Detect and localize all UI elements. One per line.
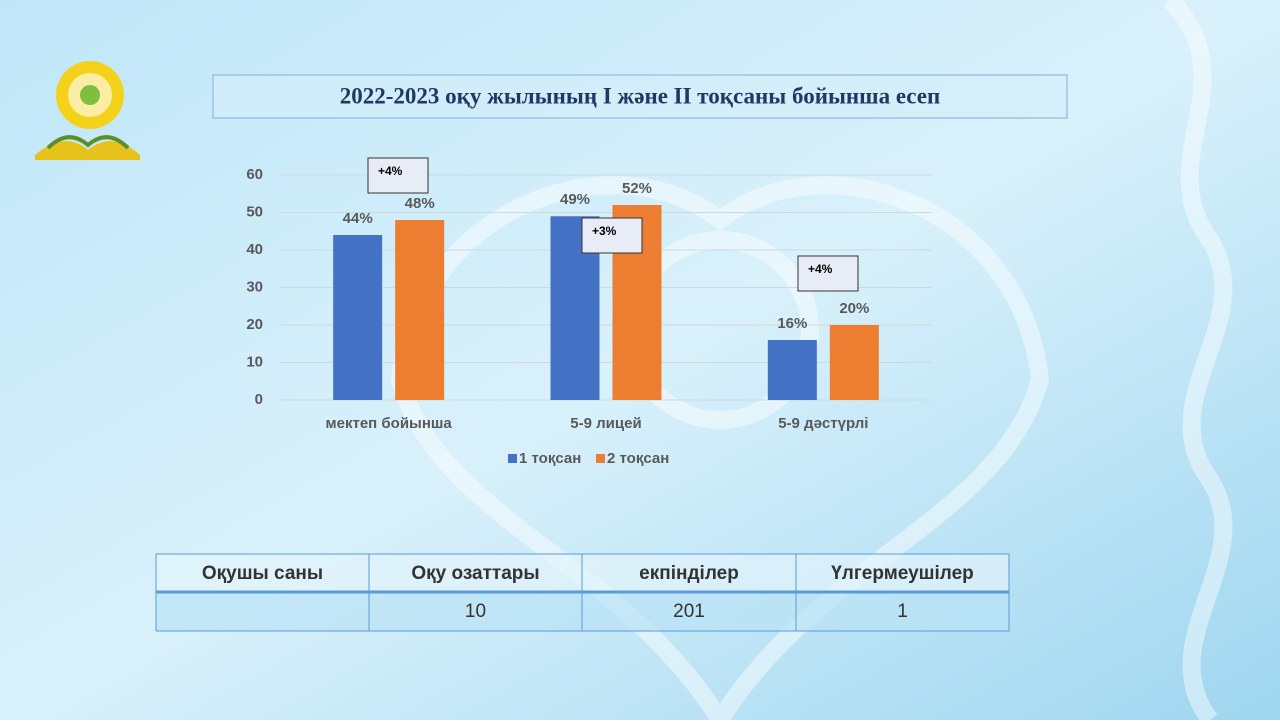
- legend-swatch: [508, 454, 517, 463]
- bar: [829, 325, 879, 400]
- y-tick-label: 30: [246, 278, 263, 295]
- table-header: Үлгермеушілер: [831, 563, 974, 584]
- table-cell: 201: [673, 601, 705, 622]
- data-label: 49%: [560, 191, 590, 208]
- data-label: 16%: [777, 315, 807, 332]
- data-label: 20%: [839, 300, 869, 317]
- annotation: +4%: [808, 262, 833, 276]
- annotation: +4%: [378, 164, 403, 178]
- x-tick-label: 5-9 дәстүрлі: [778, 415, 868, 432]
- bar: [333, 235, 383, 400]
- y-tick-label: 0: [255, 391, 263, 408]
- data-label: 44%: [343, 210, 373, 227]
- bar: [395, 220, 445, 400]
- annotation-box: [797, 255, 859, 292]
- legend-label: 1 тоқсан: [519, 450, 581, 467]
- title-box: [212, 74, 1068, 119]
- legend-label: 2 тоқсан: [607, 450, 669, 467]
- y-tick-label: 50: [246, 203, 263, 220]
- x-tick-label: мектеп бойынша: [326, 415, 453, 432]
- y-tick-label: 20: [246, 316, 263, 333]
- y-tick-label: 10: [246, 353, 263, 370]
- table: Оқушы саны Оқу озаттары екпінділер Үлгермеу…: [155, 553, 1010, 632]
- table-cell: 1: [897, 601, 908, 622]
- y-tick-label: 60: [246, 166, 263, 183]
- legend-swatch: [596, 454, 605, 463]
- chart-title: 2022-2023 оқу жылының I және II тоқсаны …: [340, 83, 941, 108]
- data-label: 48%: [405, 195, 435, 212]
- table-header: Оқушы саны: [202, 563, 323, 584]
- annotation-box: [581, 217, 643, 254]
- annotation: +3%: [592, 224, 617, 238]
- bar: [767, 340, 817, 400]
- data-label: 52%: [622, 180, 652, 197]
- logo: [35, 61, 140, 160]
- annotation-box: [367, 157, 429, 194]
- table-header: Оқу озаттары: [411, 563, 539, 584]
- x-tick-label: 5-9 лицей: [570, 415, 641, 432]
- table-header: екпінділер: [639, 563, 739, 584]
- table-cell: 10: [465, 601, 486, 622]
- y-tick-label: 40: [246, 241, 263, 258]
